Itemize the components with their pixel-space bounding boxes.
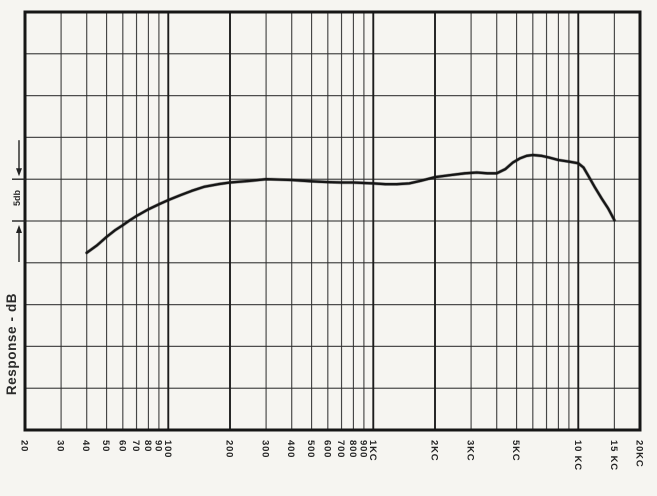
x-tick-label: 20 [19, 440, 30, 452]
x-tick-label: 300 [260, 440, 271, 458]
x-tick-label: 60 [116, 440, 127, 452]
x-tick-label: 400 [285, 440, 296, 458]
x-tick-label: 20KC [634, 440, 645, 468]
x-tick-label: 10 KC [572, 440, 583, 471]
db-span-arrows [12, 140, 26, 262]
response-curve-halo [84, 153, 617, 255]
x-tick-label: 5KC [510, 440, 521, 461]
x-tick-label: 70 [130, 440, 141, 452]
x-tick-label: 500 [305, 440, 316, 458]
x-tick-label: 600 [321, 440, 332, 458]
x-tick-label: 900 [357, 440, 368, 458]
x-tick-label: 90 [152, 440, 163, 452]
x-tick-label: 100 [162, 440, 173, 458]
x-tick-label: 3KC [465, 440, 476, 461]
x-tick-label: 2KC [429, 440, 440, 461]
x-tick-label: 700 [335, 440, 346, 458]
db-span-label: 5db [12, 190, 22, 207]
x-tick-label: 200 [224, 440, 235, 458]
response-curve [85, 153, 616, 254]
x-tick-label: 40 [80, 440, 91, 452]
x-tick-label: 30 [55, 440, 66, 452]
x-tick-label: 15 KC [608, 440, 619, 471]
x-tick-label: 80 [142, 440, 153, 452]
y-axis-label: Response - dB [4, 292, 19, 396]
x-tick-label: 50 [100, 440, 111, 452]
x-tick-label: 1KC [367, 440, 378, 461]
x-tick-label: 800 [347, 440, 358, 458]
